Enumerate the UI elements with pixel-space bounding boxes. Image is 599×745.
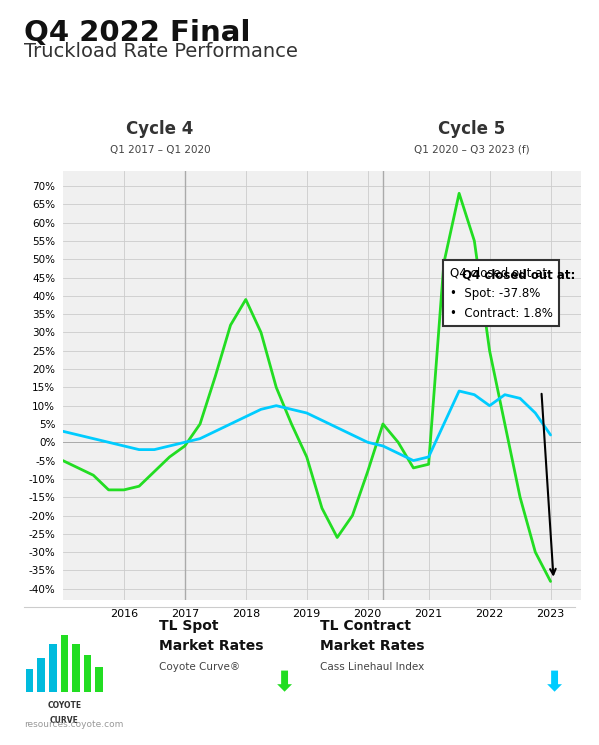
Text: Truckload Rate Performance: Truckload Rate Performance [24, 42, 298, 62]
Text: Q4 2022 Final: Q4 2022 Final [24, 19, 250, 47]
Text: COYOTE: COYOTE [47, 701, 81, 710]
Text: Q4 closed out at:
•  Spot: -37.8%
•  Contract: 1.8%: Q4 closed out at: • Spot: -37.8% • Contr… [450, 267, 553, 320]
Text: CURVE: CURVE [50, 716, 79, 725]
Text: ⬇: ⬇ [543, 669, 565, 697]
Text: Cycle 4: Cycle 4 [126, 120, 193, 138]
Text: Cycle 5: Cycle 5 [438, 120, 506, 138]
Text: TL Contract: TL Contract [320, 618, 412, 633]
Text: Q4 closed out at:: Q4 closed out at: [462, 268, 576, 282]
Bar [37, 658, 45, 692]
Text: resources.coyote.com: resources.coyote.com [24, 720, 123, 729]
Text: TL Spot: TL Spot [159, 618, 218, 633]
Text: Coyote Curve®: Coyote Curve® [159, 662, 240, 673]
Text: Market Rates: Market Rates [159, 639, 263, 653]
Text: Q1 2017 – Q1 2020: Q1 2017 – Q1 2020 [110, 145, 210, 155]
Text: Q1 2020 – Q3 2023 (f): Q1 2020 – Q3 2023 (f) [415, 145, 530, 155]
Text: ⬇: ⬇ [273, 669, 296, 697]
Bar [95, 667, 103, 692]
Bar [26, 670, 34, 692]
Text: Cass Linehaul Index: Cass Linehaul Index [320, 662, 425, 673]
Text: Market Rates: Market Rates [320, 639, 425, 653]
Bar [84, 655, 92, 692]
Bar [72, 644, 80, 692]
Bar [49, 644, 56, 692]
Bar [60, 635, 68, 692]
